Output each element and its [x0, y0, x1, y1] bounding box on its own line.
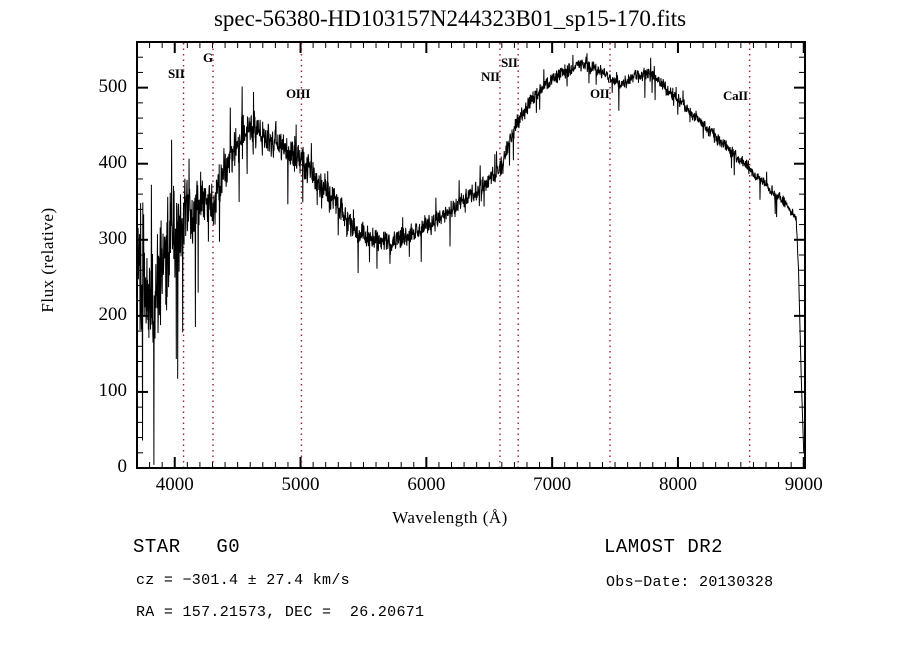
spectrum-trace — [136, 53, 805, 465]
y-tick-label: 500 — [98, 75, 128, 97]
axes-frame — [136, 41, 806, 469]
survey-label: LAMOST DR2 — [604, 536, 724, 558]
x-tick-label: 8000 — [658, 474, 697, 495]
x-tick-label: 5000 — [281, 474, 320, 495]
spectrum-line — [136, 53, 805, 465]
spectral-line-markers — [182, 43, 751, 467]
x-axis-title: Wavelength (Å) — [392, 508, 508, 527]
spectral-line-label: NII — [481, 69, 500, 84]
spectral-line-label: SII — [168, 66, 185, 81]
spectral-line-label: OIII — [286, 86, 311, 101]
x-tick-label: 7000 — [533, 474, 572, 495]
y-tick-label: 0 — [117, 456, 128, 477]
plot-frame — [136, 41, 806, 469]
x-tick-label: 4000 — [155, 474, 194, 495]
redshift-velocity-label: cz = −301.4 ± 27.4 km/s — [136, 572, 350, 589]
y-tick-label: 100 — [98, 379, 128, 401]
page-title: spec-56380-HD103157N244323B01_sp15-170.f… — [213, 6, 687, 31]
y-axis-title: Flux (relative) — [38, 207, 57, 313]
y-tick-label: 300 — [98, 227, 128, 249]
spectral-line-label: SII — [501, 55, 518, 70]
spectral-line-label: G — [203, 50, 213, 65]
object-class-label: STAR G0 — [133, 536, 241, 558]
y-tick-label: 400 — [98, 151, 128, 173]
x-tick-label: 6000 — [407, 474, 446, 495]
spectral-line-label: CaII — [723, 88, 748, 103]
y-tick-label: 200 — [98, 303, 128, 325]
x-tick-label: 9000 — [784, 474, 823, 495]
observation-date-label: Obs−Date: 20130328 — [606, 574, 774, 591]
spectral-line-label: OII — [590, 86, 610, 101]
coordinates-label: RA = 157.21573, DEC = 26.20671 — [136, 604, 425, 621]
